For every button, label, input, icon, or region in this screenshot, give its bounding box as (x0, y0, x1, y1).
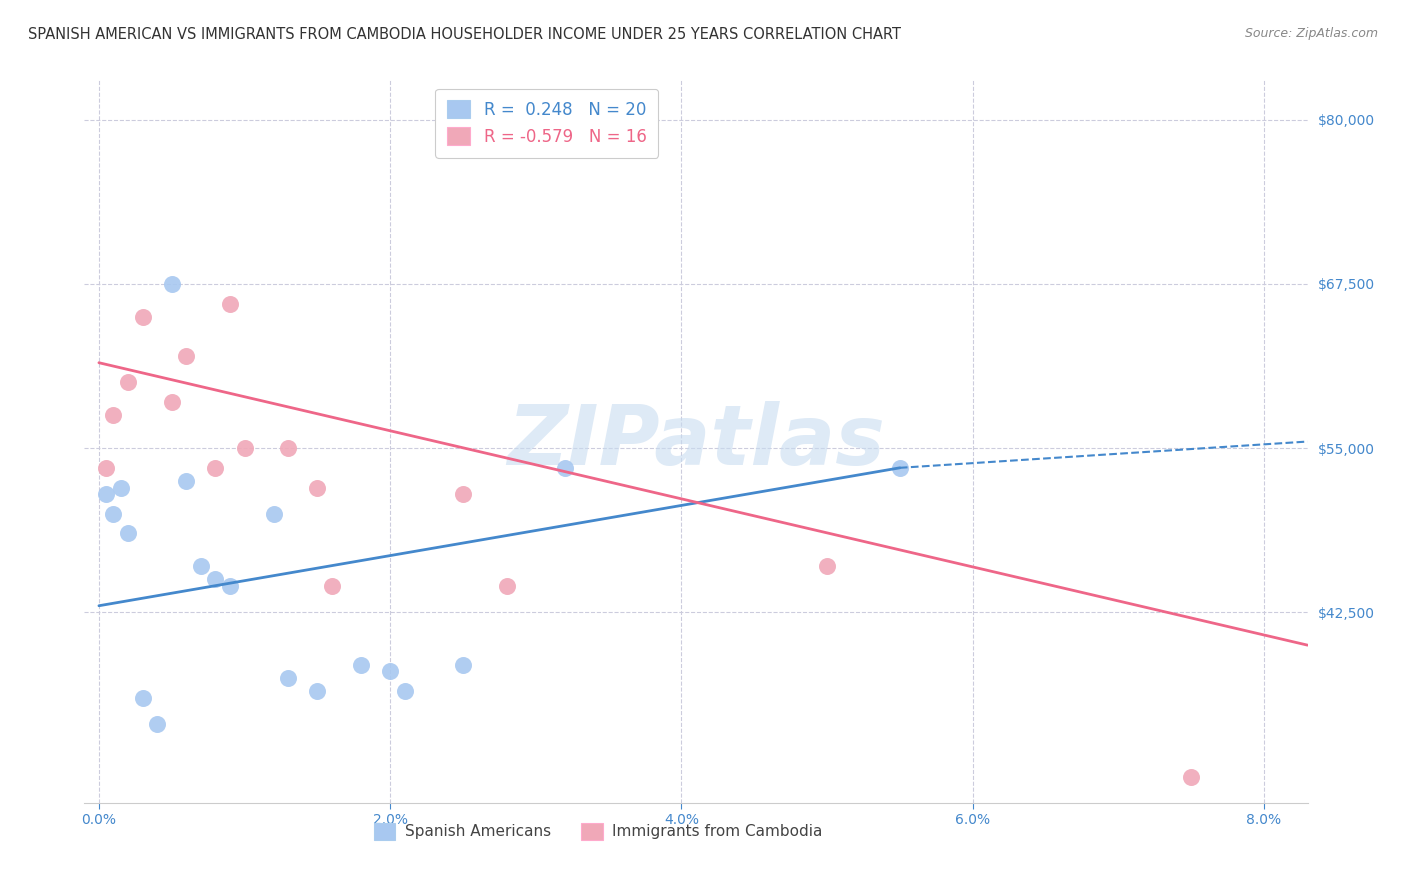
Point (380, 665, 402, 679)
Point (307, 684, 329, 698)
Point (117, 526, 139, 541)
Point (117, 376, 139, 390)
Point (96, 487, 118, 501)
Point (190, 559, 212, 574)
Point (307, 481, 329, 495)
Point (219, 296, 242, 310)
Point (815, 559, 838, 574)
Point (160, 277, 183, 291)
Point (321, 579, 343, 593)
Point (219, 579, 242, 593)
Point (233, 441, 256, 455)
Text: SPANISH AMERICAN VS IMMIGRANTS FROM CAMBODIA HOUSEHOLDER INCOME UNDER 25 YEARS C: SPANISH AMERICAN VS IMMIGRANTS FROM CAMB… (28, 27, 901, 42)
Text: ZIPatlas: ZIPatlas (508, 401, 884, 482)
Point (146, 717, 169, 731)
Point (174, 474, 197, 488)
Point (103, 507, 125, 521)
Point (451, 487, 474, 501)
Point (554, 460, 576, 475)
Point (889, 460, 911, 475)
Legend: Spanish Americans, Immigrants from Cambodia: Spanish Americans, Immigrants from Cambo… (368, 817, 828, 846)
Point (110, 481, 132, 495)
Point (96, 460, 118, 475)
Text: Source: ZipAtlas.com: Source: ZipAtlas.com (1244, 27, 1378, 40)
Point (204, 460, 226, 475)
Point (131, 310, 153, 324)
Point (495, 579, 517, 593)
Point (277, 441, 299, 455)
Point (131, 690, 153, 705)
Point (103, 409, 125, 423)
Point (1180, 770, 1202, 784)
Point (277, 671, 299, 685)
Point (263, 507, 285, 521)
Point (394, 684, 416, 698)
Point (174, 349, 197, 363)
Point (451, 657, 474, 672)
Point (350, 657, 373, 672)
Point (160, 395, 183, 409)
Point (204, 573, 226, 587)
